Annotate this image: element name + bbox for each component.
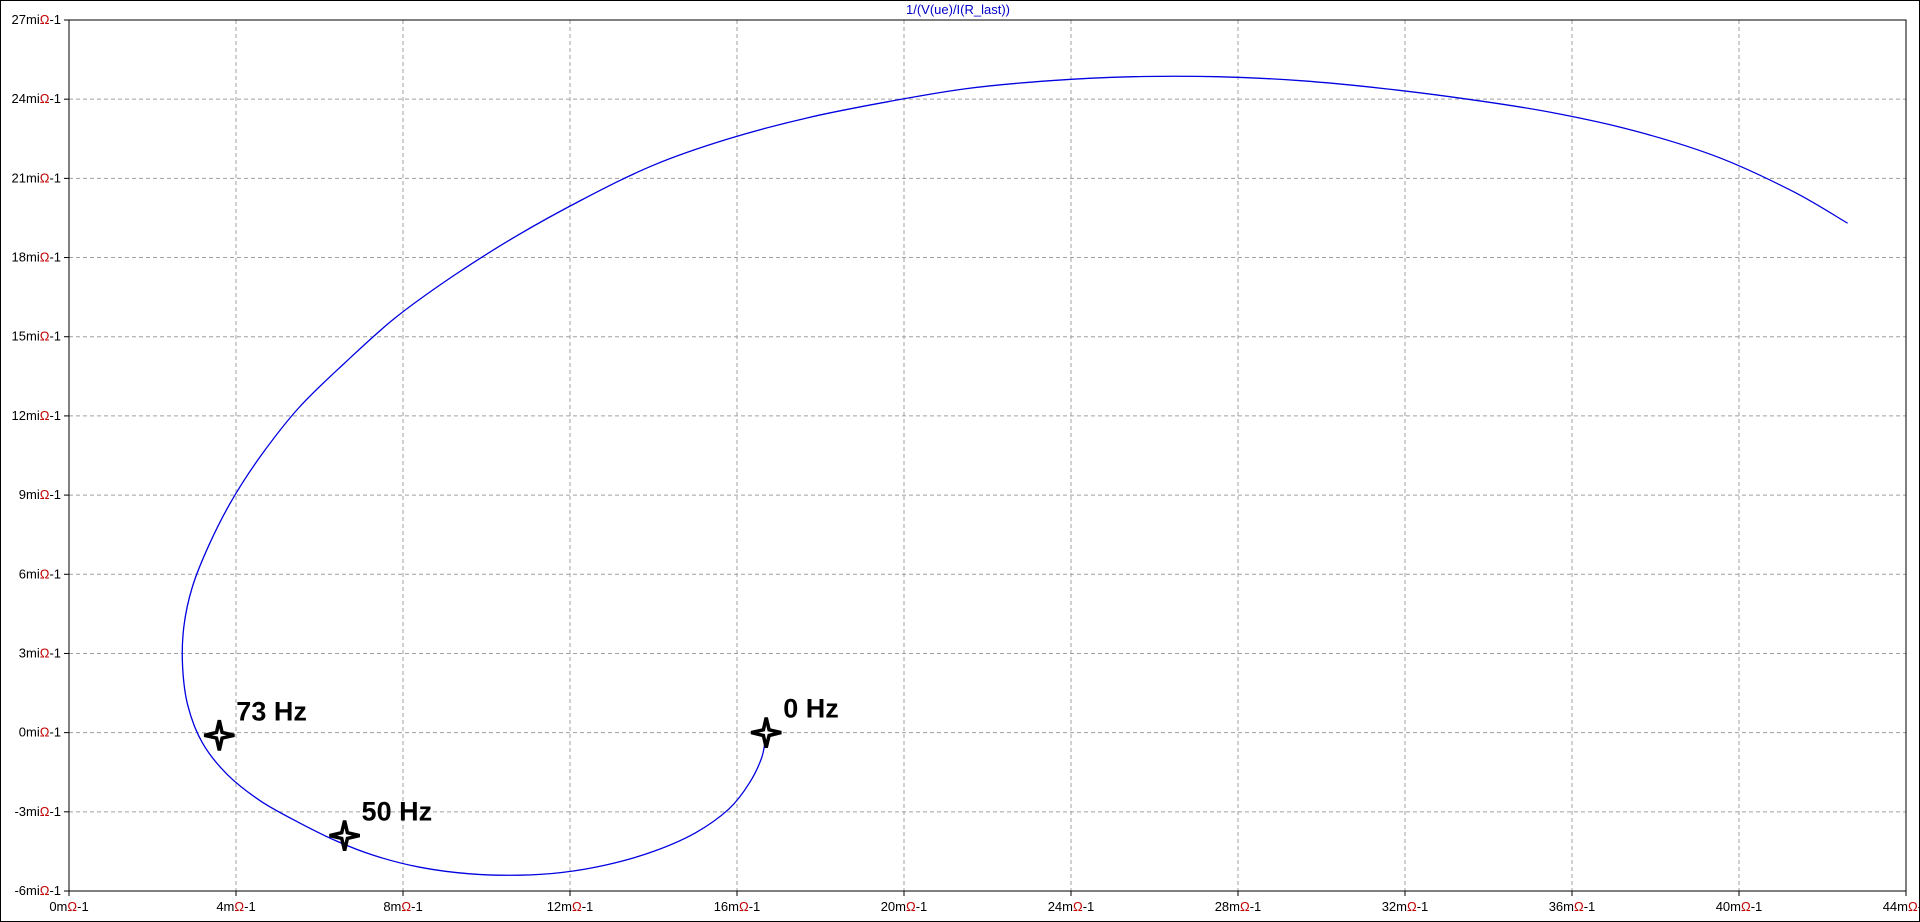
y-tick-label: 24miΩ-1	[12, 91, 61, 106]
y-tick-label: 9miΩ-1	[19, 487, 61, 502]
frequency-marker-label: 50 Hz	[362, 797, 433, 827]
x-tick-label: 20mΩ-1	[881, 899, 928, 914]
frequency-marker-label: 73 Hz	[236, 696, 307, 726]
x-tick-label: 36mΩ-1	[1549, 899, 1596, 914]
y-tick-label: -3miΩ-1	[14, 804, 61, 819]
y-tick-label: 18miΩ-1	[12, 250, 61, 265]
chart-title: 1/(V(ue)/I(R_last))	[906, 2, 1010, 17]
y-tick-label: 0miΩ-1	[19, 725, 61, 740]
grid-lines	[69, 20, 1906, 891]
axis-tick-labels: 0mΩ-1 4mΩ-1 8mΩ-1 12mΩ-1 16mΩ-1 20mΩ-1 24mΩ-1 2…	[12, 12, 1920, 914]
y-tick-label: 6miΩ-1	[19, 566, 61, 581]
x-tick-label: 0mΩ-1	[49, 899, 88, 914]
x-tick-label: 40mΩ-1	[1716, 899, 1763, 914]
x-tick-label: 24mΩ-1	[1048, 899, 1095, 914]
axis-ticks	[64, 19, 1907, 896]
star-marker-icon	[750, 717, 782, 749]
y-tick-label: 15miΩ-1	[12, 329, 61, 344]
x-tick-label: 4mΩ-1	[216, 899, 255, 914]
frequency-markers: 0 Hz 50 Hz 73 Hz	[203, 694, 839, 852]
y-tick-label: 3miΩ-1	[19, 645, 61, 660]
frequency-marker-label: 0 Hz	[783, 694, 839, 724]
plot-area-border	[68, 19, 1907, 892]
x-tick-label: 44mΩ-1	[1883, 899, 1920, 914]
star-marker-icon	[329, 820, 361, 852]
x-tick-label: 32mΩ-1	[1382, 899, 1429, 914]
x-tick-label: 8mΩ-1	[383, 899, 422, 914]
x-tick-label: 12mΩ-1	[547, 899, 594, 914]
y-tick-label: -6miΩ-1	[14, 883, 61, 898]
x-tick-label: 16mΩ-1	[714, 899, 761, 914]
series-trace[interactable]	[181, 75, 1848, 876]
y-tick-label: 21miΩ-1	[12, 170, 61, 185]
y-tick-label: 12miΩ-1	[12, 408, 61, 423]
x-tick-label: 28mΩ-1	[1215, 899, 1262, 914]
star-marker-icon	[203, 719, 235, 751]
y-tick-label: 27miΩ-1	[12, 12, 61, 27]
